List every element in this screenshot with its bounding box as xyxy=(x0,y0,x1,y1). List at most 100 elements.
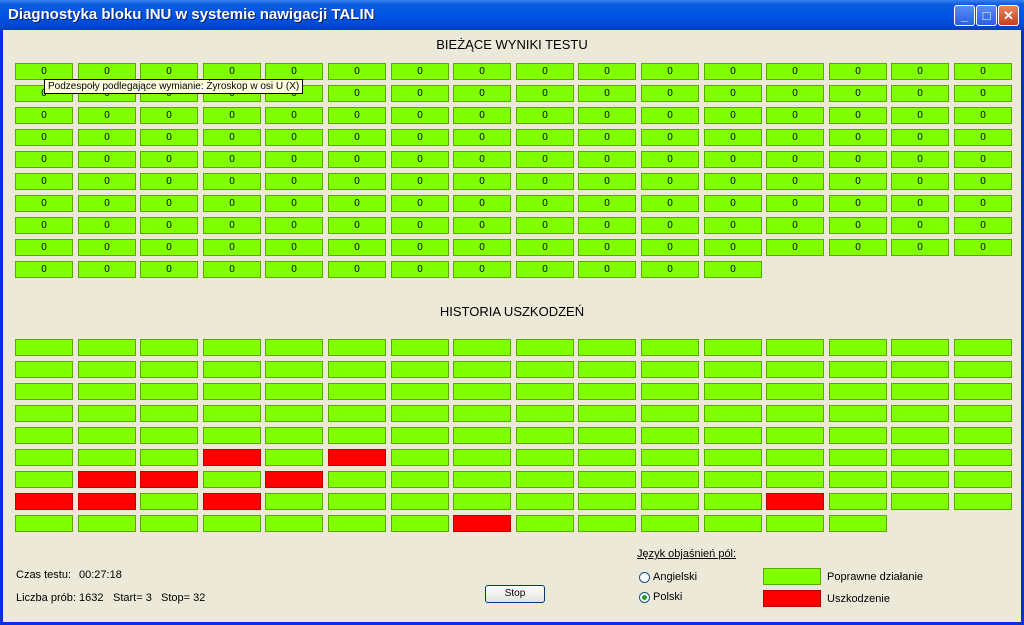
current-result-cell[interactable]: 0 xyxy=(829,107,887,124)
current-result-cell[interactable]: 0 xyxy=(641,217,699,234)
current-result-cell[interactable]: 0 xyxy=(78,107,136,124)
current-result-cell[interactable]: 0 xyxy=(516,173,574,190)
current-result-cell[interactable]: 0 xyxy=(578,85,636,102)
history-cell[interactable] xyxy=(140,449,198,466)
current-result-cell[interactable]: 0 xyxy=(891,107,949,124)
current-result-cell[interactable]: 0 xyxy=(15,239,73,256)
current-result-cell[interactable]: 0 xyxy=(15,63,73,80)
history-cell-fault[interactable] xyxy=(766,493,824,510)
current-result-cell[interactable]: 0 xyxy=(391,129,449,146)
history-cell[interactable] xyxy=(140,339,198,356)
history-cell[interactable] xyxy=(766,383,824,400)
history-cell[interactable] xyxy=(516,405,574,422)
current-result-cell[interactable]: 0 xyxy=(704,261,762,278)
history-cell[interactable] xyxy=(391,427,449,444)
current-result-cell[interactable]: 0 xyxy=(578,63,636,80)
radio-angielski-label[interactable]: Angielski xyxy=(653,571,698,583)
history-cell[interactable] xyxy=(578,471,636,488)
history-cell[interactable] xyxy=(328,471,386,488)
radio-polski-label[interactable]: Polski xyxy=(653,591,683,603)
current-result-cell[interactable]: 0 xyxy=(891,85,949,102)
history-cell[interactable] xyxy=(15,405,73,422)
current-result-cell[interactable]: 0 xyxy=(641,261,699,278)
history-cell[interactable] xyxy=(891,471,949,488)
current-result-cell[interactable]: 0 xyxy=(328,239,386,256)
history-cell[interactable] xyxy=(453,339,511,356)
current-result-cell[interactable]: 0 xyxy=(704,151,762,168)
history-cell[interactable] xyxy=(704,405,762,422)
current-result-cell[interactable]: 0 xyxy=(578,261,636,278)
current-result-cell[interactable]: 0 xyxy=(391,63,449,80)
history-cell[interactable] xyxy=(391,361,449,378)
history-cell[interactable] xyxy=(516,515,574,532)
current-result-cell[interactable]: 0 xyxy=(829,129,887,146)
current-result-cell[interactable]: 0 xyxy=(203,129,261,146)
current-result-cell[interactable]: 0 xyxy=(203,107,261,124)
current-result-cell[interactable]: 0 xyxy=(829,63,887,80)
current-result-cell[interactable]: 0 xyxy=(391,217,449,234)
history-cell[interactable] xyxy=(578,493,636,510)
history-cell-fault[interactable] xyxy=(328,449,386,466)
stop-button[interactable]: Stop xyxy=(485,585,545,603)
history-cell[interactable] xyxy=(516,471,574,488)
current-result-cell[interactable]: 0 xyxy=(641,195,699,212)
history-cell[interactable] xyxy=(328,361,386,378)
history-cell[interactable] xyxy=(704,493,762,510)
history-cell[interactable] xyxy=(15,471,73,488)
current-result-cell[interactable]: 0 xyxy=(641,239,699,256)
current-result-cell[interactable]: 0 xyxy=(140,63,198,80)
current-result-cell[interactable]: 0 xyxy=(954,151,1012,168)
current-result-cell[interactable]: 0 xyxy=(391,151,449,168)
history-cell-fault[interactable] xyxy=(78,493,136,510)
history-cell[interactable] xyxy=(15,449,73,466)
radio-polski[interactable] xyxy=(639,592,650,603)
history-cell[interactable] xyxy=(578,383,636,400)
history-cell[interactable] xyxy=(704,383,762,400)
history-cell[interactable] xyxy=(516,361,574,378)
current-result-cell[interactable]: 0 xyxy=(704,239,762,256)
history-cell-fault[interactable] xyxy=(453,515,511,532)
current-result-cell[interactable]: 0 xyxy=(203,195,261,212)
current-result-cell[interactable]: 0 xyxy=(578,107,636,124)
title-bar[interactable]: Diagnostyka bloku INU w systemie nawigac… xyxy=(0,0,1024,30)
current-result-cell[interactable]: 0 xyxy=(453,195,511,212)
current-result-cell[interactable]: 0 xyxy=(328,151,386,168)
current-result-cell[interactable]: 0 xyxy=(15,261,73,278)
history-cell-fault[interactable] xyxy=(203,493,261,510)
history-cell[interactable] xyxy=(704,449,762,466)
current-result-cell[interactable]: 0 xyxy=(328,129,386,146)
current-result-cell[interactable]: 0 xyxy=(766,173,824,190)
current-result-cell[interactable]: 0 xyxy=(954,63,1012,80)
history-cell[interactable] xyxy=(641,515,699,532)
current-result-cell[interactable]: 0 xyxy=(265,151,323,168)
history-cell[interactable] xyxy=(265,361,323,378)
current-result-cell[interactable]: 0 xyxy=(516,129,574,146)
current-result-cell[interactable]: 0 xyxy=(15,151,73,168)
history-cell[interactable] xyxy=(954,405,1012,422)
history-cell[interactable] xyxy=(328,339,386,356)
current-result-cell[interactable]: 0 xyxy=(328,85,386,102)
history-cell[interactable] xyxy=(891,339,949,356)
history-cell[interactable] xyxy=(704,339,762,356)
history-cell[interactable] xyxy=(15,427,73,444)
history-cell[interactable] xyxy=(203,405,261,422)
current-result-cell[interactable]: 0 xyxy=(15,173,73,190)
current-result-cell[interactable]: 0 xyxy=(516,217,574,234)
history-cell[interactable] xyxy=(641,361,699,378)
history-cell-fault[interactable] xyxy=(78,471,136,488)
history-cell[interactable] xyxy=(78,405,136,422)
history-cell[interactable] xyxy=(265,493,323,510)
current-result-cell[interactable]: 0 xyxy=(453,217,511,234)
history-cell[interactable] xyxy=(641,339,699,356)
current-result-cell[interactable]: 0 xyxy=(578,129,636,146)
history-cell[interactable] xyxy=(766,339,824,356)
history-cell[interactable] xyxy=(829,361,887,378)
current-result-cell[interactable]: 0 xyxy=(766,195,824,212)
current-result-cell[interactable]: 0 xyxy=(140,151,198,168)
current-result-cell[interactable]: 0 xyxy=(15,107,73,124)
current-result-cell[interactable]: 0 xyxy=(15,217,73,234)
history-cell[interactable] xyxy=(140,383,198,400)
history-cell[interactable] xyxy=(265,339,323,356)
history-cell[interactable] xyxy=(766,515,824,532)
current-result-cell[interactable]: 0 xyxy=(704,85,762,102)
